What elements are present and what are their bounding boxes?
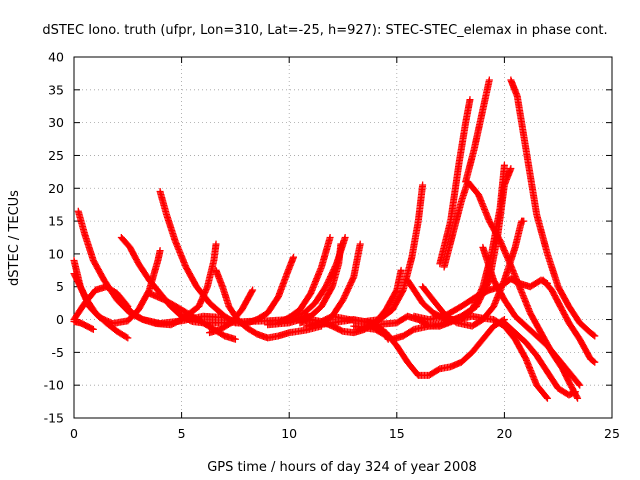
y-tick-label: -5: [52, 345, 64, 360]
data-point: [156, 247, 164, 255]
data-point: [337, 240, 345, 248]
y-tick-label: 35: [48, 82, 64, 97]
data-point: [575, 380, 583, 388]
y-tick-label: 30: [48, 115, 64, 130]
y-tick-label: 25: [48, 148, 64, 163]
chart-title: dSTEC Iono. truth (ufpr, Lon=310, Lat=-2…: [42, 23, 607, 38]
data-point: [573, 393, 581, 401]
data-point: [249, 286, 257, 294]
data-point: [485, 76, 493, 84]
data-point: [591, 358, 599, 366]
y-tick-label: 0: [56, 312, 64, 327]
data-point: [419, 181, 427, 189]
plot-frame: [73, 56, 613, 419]
data-series: [479, 243, 584, 389]
y-tick-label: 5: [56, 279, 64, 294]
data-series: [156, 188, 298, 327]
data-point: [397, 266, 405, 274]
data-point: [507, 165, 515, 173]
data-point: [231, 335, 239, 343]
data-series: [119, 240, 220, 329]
axes: [73, 56, 613, 419]
data-point: [290, 253, 298, 261]
data-point: [590, 331, 598, 339]
data-point: [590, 357, 598, 365]
data-point: [574, 394, 582, 402]
x-tick-label: 25: [604, 426, 620, 441]
data-series: [212, 266, 325, 342]
data-point: [122, 333, 130, 341]
data-point: [326, 234, 334, 241]
y-tick-labels: -15 -10 -5 0 5 10 15 20 25 30 35 40: [44, 50, 64, 426]
data-point: [543, 394, 551, 402]
y-tick-label: 20: [48, 181, 64, 196]
data-markers: [70, 76, 599, 402]
x-tick-labels: 0 5 10 15 20 25: [70, 426, 620, 441]
x-tick-label: 0: [70, 426, 78, 441]
x-tick-label: 15: [389, 426, 405, 441]
data-series: [74, 207, 229, 327]
data-series: [206, 286, 257, 337]
data-point: [349, 274, 357, 282]
data-series: [410, 275, 551, 324]
data-point: [500, 161, 508, 169]
x-tick-label: 5: [178, 426, 186, 441]
data-point: [212, 240, 220, 248]
data-series: [70, 318, 97, 333]
data-series: [70, 270, 132, 342]
data-point: [576, 381, 584, 389]
y-tick-label: 40: [48, 50, 64, 65]
data-series: [462, 76, 493, 186]
data-point: [520, 217, 528, 225]
data-point: [570, 388, 578, 396]
data-point: [543, 279, 551, 287]
data-point: [591, 332, 599, 340]
data-point: [466, 96, 474, 104]
x-tick-label: 20: [496, 426, 512, 441]
data-point: [571, 388, 579, 396]
x-tick-label: 10: [281, 426, 297, 441]
data-point: [341, 234, 349, 241]
data-point: [88, 325, 96, 333]
data-point: [542, 393, 550, 401]
y-axis-label: dSTEC / TECUs: [7, 190, 22, 286]
y-tick-label: -10: [44, 378, 64, 393]
y-tick-label: 15: [48, 214, 64, 229]
data-point: [124, 334, 132, 342]
data-series: [539, 276, 599, 366]
data-point: [89, 325, 97, 333]
data-point: [542, 279, 550, 287]
data-series: [507, 76, 599, 340]
y-tick-label: 10: [48, 246, 64, 261]
data-series: [70, 247, 164, 327]
x-axis-label: GPS time / hours of day 324 of year 2008: [207, 460, 477, 475]
data-series: [264, 240, 345, 329]
data-point: [248, 287, 256, 295]
y-tick-label: -15: [44, 411, 64, 426]
data-point: [356, 240, 364, 248]
data-series: [436, 312, 551, 402]
